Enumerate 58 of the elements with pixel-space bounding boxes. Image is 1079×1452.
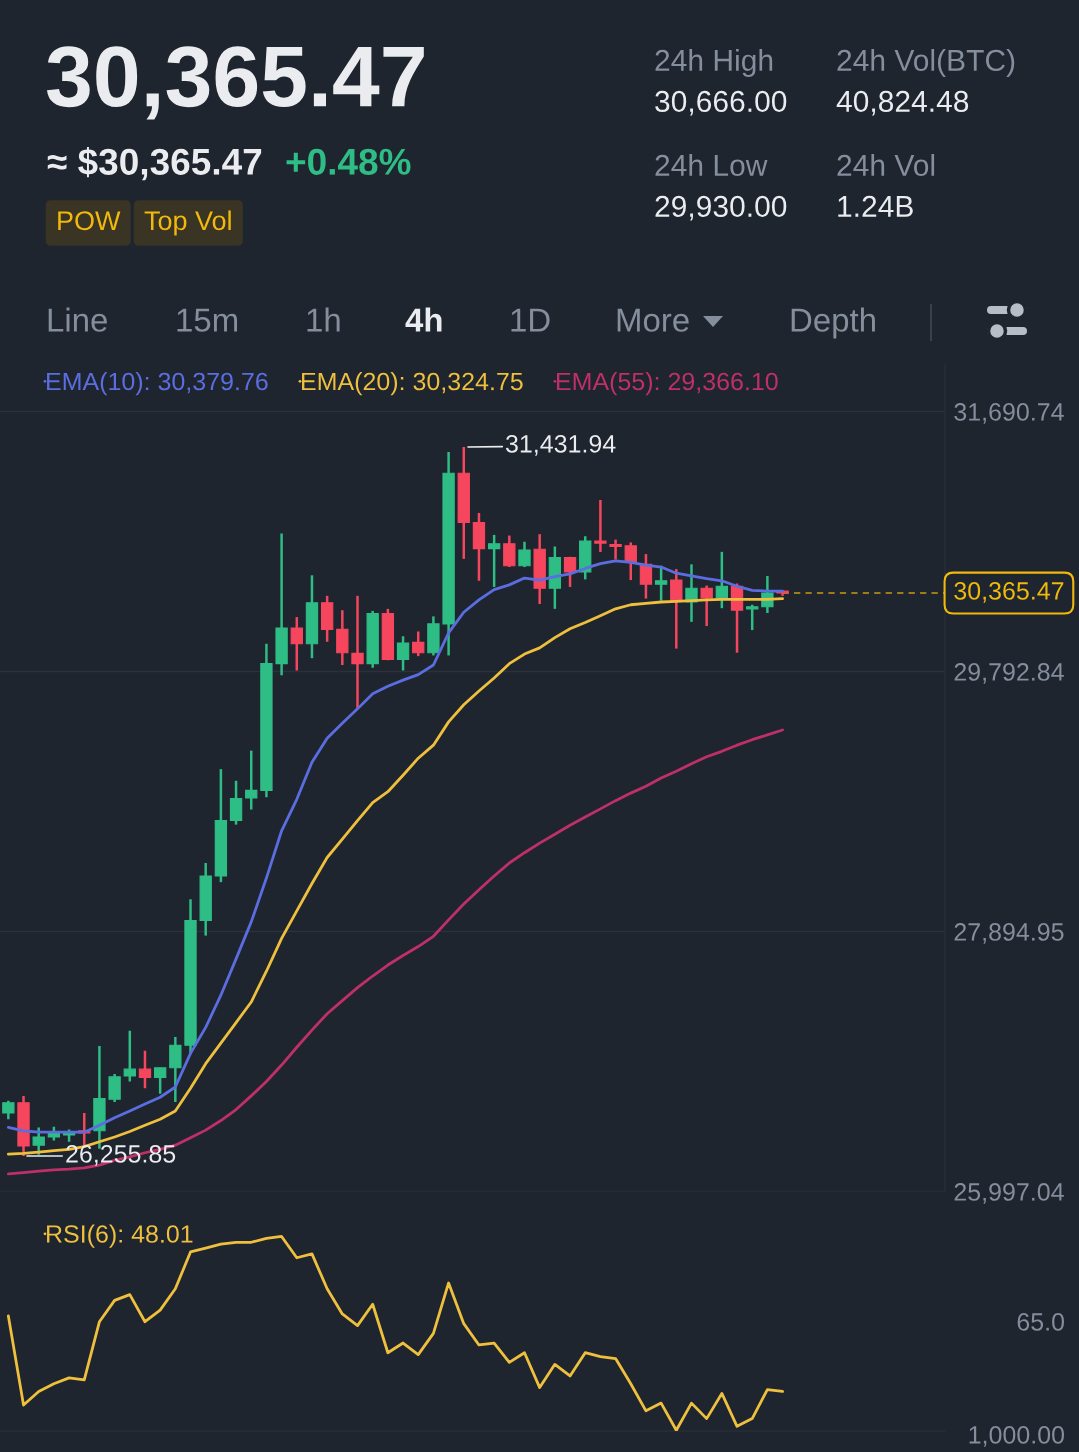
text: 24h Vol(BTC) (837, 49, 1015, 77)
candlestick (594, 498, 607, 554)
ref-line-label: 30,365.47 (954, 582, 1064, 603)
text: 30,365.47 (46, 46, 424, 120)
candlestick (609, 538, 622, 561)
text: 30,666.00 (655, 90, 787, 116)
candlestick (153, 1066, 167, 1096)
candlestick (563, 555, 577, 589)
text: 4h (405, 307, 442, 332)
legend-label: EMA(10): 30,379.76 (47, 372, 268, 396)
text: 29,930.00 (655, 195, 787, 221)
candlestick (487, 533, 501, 589)
annotation: 31,431.94 (505, 435, 616, 456)
candlestick (108, 1072, 121, 1104)
legend-label: EMA(55): 29,366.10 (557, 372, 778, 396)
line-series (6, 728, 784, 1176)
candlestick (503, 534, 516, 569)
candlestick (123, 1029, 136, 1083)
candlestick (715, 550, 729, 610)
candlestick (518, 540, 531, 569)
candlestick (700, 584, 713, 628)
text: 24h High (655, 49, 773, 77)
text: 24h Vol (837, 154, 935, 177)
text: POW (58, 211, 121, 231)
candlestick (2, 1099, 15, 1121)
text: More (617, 308, 689, 332)
legend-label: RSI(6): 48.01 (47, 1224, 193, 1248)
candlestick (746, 603, 759, 632)
text: 1.24B (838, 195, 913, 217)
candlestick (169, 1035, 182, 1104)
text: 24h Low (655, 154, 768, 177)
candlestick (290, 615, 303, 672)
text: 1h (307, 307, 340, 332)
candlestick (229, 779, 243, 826)
text: Top Vol (144, 210, 231, 236)
text: 15m (177, 308, 238, 332)
y-tick-label: 29,792.84 (954, 663, 1064, 684)
candlestick (138, 1049, 152, 1090)
candlestick (670, 567, 683, 650)
y-tick-label: 25,997.04 (954, 1183, 1064, 1204)
y-tick-label: 27,894.95 (954, 923, 1064, 944)
text: ≈ $30,365.47 (47, 147, 262, 181)
candlestick (396, 635, 410, 672)
legend-label: EMA(20): 30,324.75 (302, 372, 523, 396)
candlestick (245, 749, 258, 811)
text: 1D (511, 308, 550, 332)
y-tick-label: 31,690.74 (954, 403, 1064, 424)
candlestick (624, 541, 637, 582)
text: +0.48% (286, 148, 411, 175)
text: Line (48, 307, 107, 332)
candlestick (351, 594, 364, 710)
text: 40,824.48 (836, 90, 969, 116)
text: 65.0 (1017, 1313, 1065, 1331)
candlestick (412, 630, 425, 658)
candlestick (32, 1126, 45, 1157)
text: 1,000.00 (969, 1426, 1065, 1447)
candlestick (336, 608, 349, 667)
text: Depth (791, 307, 875, 339)
